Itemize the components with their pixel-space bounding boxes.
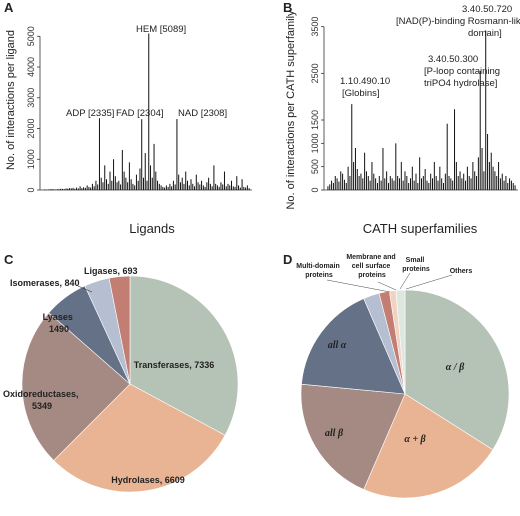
panel-b-y-axis-label: No. of interactions per CATH superfamily [285, 10, 297, 210]
annotation-ploop-id: 3.40.50.300 [428, 54, 478, 65]
annotation-fad: FAD [2304] [116, 108, 164, 119]
label-membrane-line-3: proteins [358, 272, 386, 279]
annotation-nadp-id: 3.40.50.720 [462, 4, 512, 15]
label-all-alpha: all α [328, 340, 347, 351]
panel-letter-a: A [4, 0, 14, 15]
panel-c: C Transferases, 7336 Hydrolases, 6609 Ox… [3, 252, 239, 493]
label-hydrolases: Hydrolases, 6609 [111, 475, 185, 485]
panel-a-y-tick-label: 5000 [26, 26, 36, 46]
panel-b-annotations: 1.10.490.10 [Globins] 3.40.50.300 [P-loo… [340, 4, 520, 99]
label-ligases: Ligases, 693 [84, 266, 138, 276]
label-alpha-beta: α / β [446, 362, 465, 373]
annotation-adp: ADP [2335] [66, 108, 114, 119]
panel-a-y-tick-label: 1000 [26, 149, 36, 169]
panel-d-pie [300, 289, 510, 499]
panel-d-labels: α / β α + β all β all α Multi-domain pro… [296, 254, 472, 445]
panel-a-y-tick-label: 2000 [26, 119, 36, 139]
annotation-nadp-name: [NAD(P)-binding Rosmann-like [396, 16, 520, 27]
panel-a-y-ticks: 0 1000 2000 3000 4000 5000 [26, 26, 41, 193]
annotation-nadp-name-2: domain] [468, 28, 502, 39]
label-multi-domain: Multi-domain proteins [296, 263, 342, 279]
label-multi-domain-line-1: Multi-domain [296, 263, 340, 270]
panel-a: A No. of interactions per ligand 0 1000 20… [4, 0, 252, 236]
label-oxidoreductases-line-1: Oxidoreductases, [3, 389, 79, 399]
panel-b: B No. of interactions per CATH superfami… [283, 0, 520, 236]
panel-a-y-axis-label: No. of interactions per ligand [5, 30, 17, 170]
panel-c-slice-5 [108, 275, 131, 385]
panel-c-slice-1 [53, 383, 226, 493]
panel-a-bars [44, 33, 250, 190]
panel-b-y-ticks: 0 500 1000 1500 2500 3500 [310, 17, 325, 193]
panel-d-slice-2 [300, 383, 406, 490]
panel-b-x-axis-label: CATH superfamilies [363, 221, 478, 236]
label-membrane-line-1: Membrane and [346, 254, 395, 261]
label-all-beta: all β [325, 428, 344, 439]
leader-multi-domain [326, 279, 391, 293]
label-isomerases: Isomerases, 840 [10, 278, 80, 288]
panel-b-y-tick-label: 1500 [310, 110, 320, 130]
panel-d-slice-7 [395, 289, 406, 395]
annotation-nad: NAD [2308] [178, 108, 227, 119]
panel-b-y-tick-label: 1000 [310, 133, 320, 153]
panel-d: D α / β α + β all β all α Multi-domain p… [283, 252, 510, 499]
panel-b-y-tick-label: 3500 [310, 17, 320, 37]
panel-b-y-tick-label: 0 [310, 187, 320, 192]
label-lyases-line-1: Lyases [43, 312, 73, 322]
panel-a-y-tick-label: 4000 [26, 57, 36, 77]
label-small-proteins-line-2: proteins [402, 266, 430, 273]
panel-c-pie [21, 275, 239, 493]
panel-letter-c: C [4, 252, 14, 267]
panel-c-slice-2 [21, 312, 131, 461]
label-small-proteins: Small proteins [402, 257, 430, 273]
annotation-globins-name: [Globins] [342, 88, 380, 99]
label-lyases-line-2: 1490 [49, 324, 69, 334]
panel-a-annotations: ADP [2335] FAD [2304] HEM [5089] NAD [23… [66, 24, 227, 119]
panel-b-bars [327, 30, 516, 190]
annotation-globins-id: 1.10.490.10 [340, 76, 390, 87]
leader-others [405, 274, 453, 290]
leader-membrane [377, 281, 397, 291]
annotation-ploop-name: [P-loop containing [424, 66, 500, 77]
panel-a-x-axis-label: Ligands [129, 221, 175, 236]
panel-letter-d: D [283, 252, 292, 267]
label-lyases: Lyases 1490 [43, 312, 76, 334]
panel-d-slice-1 [363, 393, 494, 499]
panel-b-y-tick-label: 2500 [310, 63, 320, 83]
leader-small-proteins [399, 272, 411, 290]
panel-c-slice-0 [129, 275, 239, 436]
panel-d-slice-3 [301, 298, 406, 395]
label-membrane: Membrane and cell surface proteins [346, 254, 397, 279]
label-membrane-line-2: cell surface [352, 263, 391, 270]
annotation-ploop-name-2: triPO4 hydrolase] [424, 78, 497, 89]
panel-d-slice-0 [404, 289, 510, 451]
panel-a-y-tick-label: 3000 [26, 88, 36, 108]
label-oxidoreductases: Oxidoreductases, 5349 [3, 389, 81, 411]
annotation-hem: HEM [5089] [136, 24, 186, 35]
label-small-proteins-line-1: Small [406, 257, 425, 264]
panel-c-labels: Transferases, 7336 Hydrolases, 6609 Oxid… [3, 266, 214, 485]
label-transferases: Transferases, 7336 [134, 360, 215, 370]
label-alpha-plus-beta: α + β [404, 434, 426, 445]
panel-a-y-tick-label: 0 [26, 187, 36, 192]
label-oxidoreductases-line-2: 5349 [32, 401, 52, 411]
panel-b-y-tick-label: 500 [310, 159, 320, 174]
leader-isomerases [77, 285, 93, 293]
label-multi-domain-line-2: proteins [305, 272, 333, 279]
panel-letter-b: B [283, 0, 292, 15]
label-others: Others [450, 268, 473, 275]
